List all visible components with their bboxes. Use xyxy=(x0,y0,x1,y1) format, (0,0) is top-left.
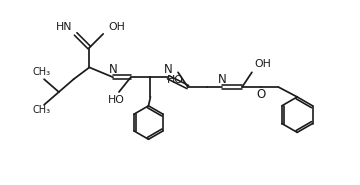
Text: OH: OH xyxy=(255,59,272,69)
Text: CH₃: CH₃ xyxy=(32,67,50,77)
Text: OH: OH xyxy=(108,22,125,32)
Text: O: O xyxy=(256,88,265,101)
Text: HO: HO xyxy=(167,75,184,85)
Text: HN: HN xyxy=(56,22,73,32)
Text: HO: HO xyxy=(108,95,125,105)
Text: N: N xyxy=(109,63,117,76)
Text: N: N xyxy=(218,73,227,86)
Text: CH₃: CH₃ xyxy=(32,105,50,115)
Text: N: N xyxy=(164,63,172,76)
